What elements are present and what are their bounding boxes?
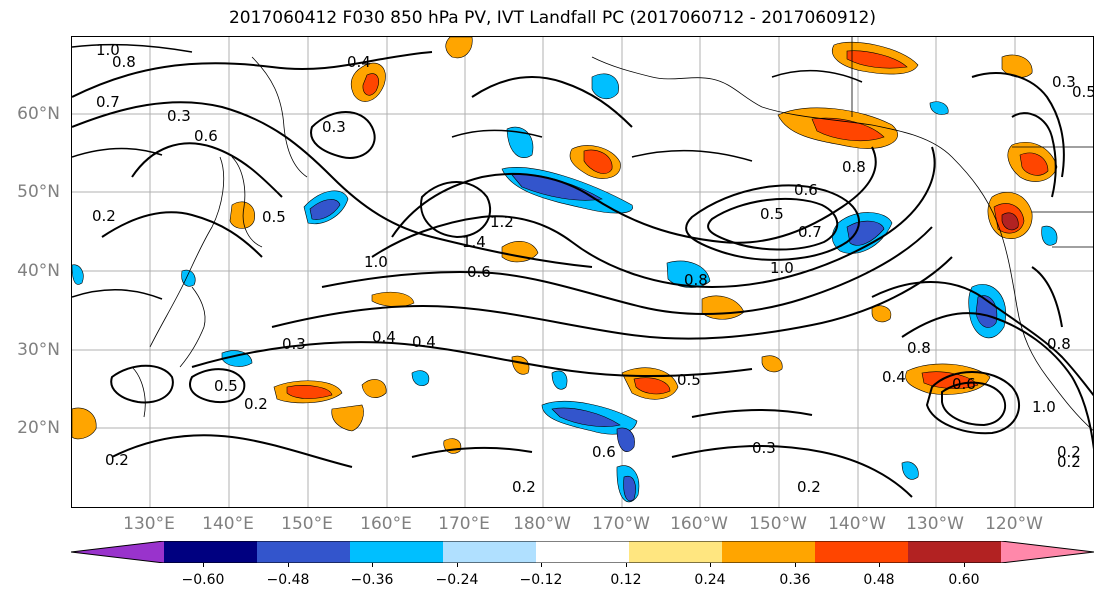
colorbar-segment <box>71 541 164 563</box>
colorbar-tick-label: 0.12 <box>610 572 642 588</box>
contour-label: 0.5 <box>262 208 286 226</box>
colorbar-tickmark <box>710 563 711 567</box>
colorbar-tickmark <box>203 563 204 567</box>
colorbar-tickmark <box>879 563 880 567</box>
lat-label-50n: 50°N <box>17 182 60 202</box>
colorbar-tickmark <box>457 563 458 567</box>
colorbar-segment <box>257 541 351 563</box>
colorbar-tick-label: −0.24 <box>435 572 479 588</box>
lon-label-150e: 150°E <box>281 514 333 534</box>
colorbar-segment <box>815 541 909 563</box>
contour-label: 0.6 <box>592 443 616 461</box>
colorbar-tick-label: 0.60 <box>948 572 980 588</box>
lon-label-120w: 120°W <box>985 514 1043 534</box>
contour-label: 0.2 <box>92 207 116 225</box>
contour-label: 1.0 <box>1032 398 1056 416</box>
lon-label-160e: 160°E <box>360 514 412 534</box>
contour-label: 0.3 <box>167 107 191 125</box>
contour-label: 0.4 <box>372 328 396 346</box>
contour-label: 0.4 <box>882 368 906 386</box>
contour-label: 0.4 <box>412 333 436 351</box>
colorbar-tick-label: 0.48 <box>863 572 895 588</box>
contour-label: 0.3 <box>282 335 306 353</box>
colorbar-tick-label: −0.48 <box>266 572 310 588</box>
contour-label: 0.5 <box>677 371 701 389</box>
lon-label-160w: 160°W <box>670 514 728 534</box>
colorbar-segment <box>908 541 1002 563</box>
contour-label: 0.5 <box>760 205 784 223</box>
contour-label-group: 1.0 0.8 0.4 0.7 0.3 0.6 0.5 0.2 0.3 0.5 … <box>92 41 1094 496</box>
colorbar-tickmark <box>795 563 796 567</box>
colorbar-segment <box>536 541 630 563</box>
contour-label: 1.0 <box>364 253 388 271</box>
contour-label: 1.4 <box>462 233 486 251</box>
contour-label: 0.7 <box>798 223 822 241</box>
contour-label: 0.2 <box>1057 443 1081 461</box>
pv-contours-thin <box>72 43 863 300</box>
lon-label-180w: 180°W <box>513 514 571 534</box>
colorbar-segment <box>164 541 258 563</box>
lon-label-140e: 140°E <box>202 514 254 534</box>
contour-label: 1.0 <box>96 41 120 59</box>
shaded-field <box>72 37 1058 503</box>
lat-label-60n: 60°N <box>17 104 60 124</box>
contour-label: 0.8 <box>1047 335 1071 353</box>
colorbar-tickmark <box>541 563 542 567</box>
contour-label: 0.2 <box>512 478 536 496</box>
coastlines <box>131 37 1093 431</box>
contour-label: 0.5 <box>214 377 238 395</box>
colorbar-segment <box>1001 541 1094 563</box>
contour-label: 0.8 <box>907 339 931 357</box>
colorbar-tickmark <box>964 563 965 567</box>
contour-label: 0.2 <box>797 478 821 496</box>
colorbar-tickmark <box>288 563 289 567</box>
colorbar <box>71 541 1094 563</box>
contour-label: 0.4 <box>347 53 371 71</box>
contour-label: 0.8 <box>112 53 136 71</box>
map-panel: 1.0 0.8 0.4 0.7 0.3 0.6 0.5 0.2 0.3 0.5 … <box>71 36 1094 508</box>
lon-label-170e: 170°E <box>438 514 490 534</box>
colorbar-segment <box>443 541 537 563</box>
contour-label: 0.6 <box>467 263 491 281</box>
contour-label: 0.2 <box>244 395 268 413</box>
lon-label-130w: 130°W <box>906 514 964 534</box>
contour-label: 0.5 <box>1072 83 1094 101</box>
lon-label-140w: 140°W <box>828 514 886 534</box>
contour-label: 0.3 <box>1052 73 1076 91</box>
contour-label: 0.6 <box>952 375 976 393</box>
lon-label-170w: 170°W <box>592 514 650 534</box>
contour-label: 1.2 <box>490 213 514 231</box>
lat-label-20n: 20°N <box>17 418 60 438</box>
contour-label: 0.3 <box>322 118 346 136</box>
contour-label: 0.2 <box>105 451 129 469</box>
map-title: 2017060412 F030 850 hPa PV, IVT Landfall… <box>228 8 876 28</box>
colorbar-tickmark <box>626 563 627 567</box>
contour-label: 0.8 <box>684 271 708 289</box>
lon-label-150w: 150°W <box>749 514 807 534</box>
map-canvas: 1.0 0.8 0.4 0.7 0.3 0.6 0.5 0.2 0.3 0.5 … <box>72 37 1094 507</box>
contour-label: 0.7 <box>96 93 120 111</box>
colorbar-segment <box>722 541 816 563</box>
colorbar-segments <box>71 541 1094 563</box>
contour-label: 0.6 <box>194 127 218 145</box>
contour-label: 0.8 <box>842 158 866 176</box>
pv-contours <box>72 51 1093 498</box>
contour-label: 0.2 <box>1057 453 1081 471</box>
colorbar-tick-label: 0.36 <box>779 572 811 588</box>
colorbar-tickmark <box>372 563 373 567</box>
lon-label-130e: 130°E <box>123 514 175 534</box>
lat-label-30n: 30°N <box>17 340 60 360</box>
colorbar-segment <box>350 541 444 563</box>
colorbar-segment <box>629 541 723 563</box>
lat-label-40n: 40°N <box>17 261 60 281</box>
colorbar-tick-label: −0.12 <box>519 572 563 588</box>
contour-label: 0.3 <box>752 439 776 457</box>
contour-label: 0.6 <box>794 181 818 199</box>
colorbar-tick-label: −0.60 <box>181 572 225 588</box>
colorbar-tick-label: −0.36 <box>350 572 394 588</box>
colorbar-tick-label: 0.24 <box>694 572 726 588</box>
contour-label: 1.0 <box>770 259 794 277</box>
